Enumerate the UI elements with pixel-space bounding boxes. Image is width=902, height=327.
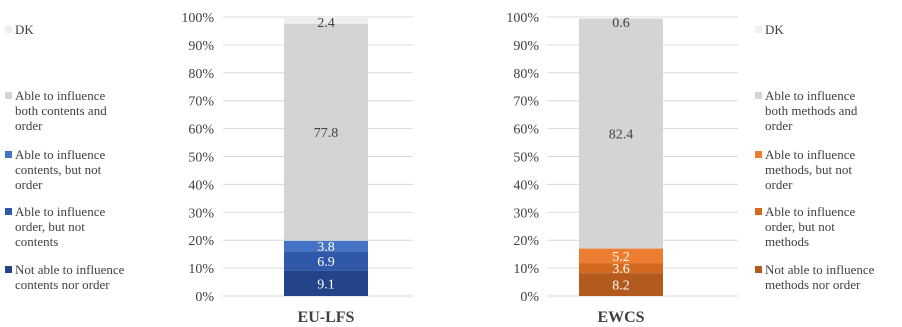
- legend-swatch: [755, 266, 762, 273]
- y-tick-label: 40%: [188, 178, 214, 193]
- data-label: 3.8: [317, 240, 335, 255]
- data-label: 82.4: [609, 128, 634, 143]
- legend-label: Not able to influence contents nor order: [15, 262, 125, 292]
- y-tick-label: 100%: [506, 11, 539, 26]
- bar-segment: [284, 251, 368, 271]
- y-tick-label: 30%: [188, 206, 214, 221]
- legend-swatch: [5, 151, 12, 158]
- legend-label: Able to influence both contents and orde…: [15, 88, 107, 133]
- y-tick-label: 10%: [513, 262, 539, 277]
- legend-label: DK: [765, 22, 784, 37]
- data-label: 2.4: [317, 16, 335, 31]
- chart-eu-lfs: 0% 10% 20% 30% 40% 50% 60% 70% 80% 90% 100% 9.1 6.93…: [181, 11, 413, 326]
- legend-swatch: [755, 26, 762, 33]
- bar-segment: [579, 263, 663, 274]
- legend-swatch: [5, 92, 12, 99]
- y-tick-label: 20%: [513, 234, 539, 249]
- y-tick-label: 20%: [188, 234, 214, 249]
- y-tick-label: 40%: [513, 178, 539, 193]
- y-tick-label: 10%: [188, 262, 214, 277]
- y-tick-label: 0%: [520, 290, 539, 305]
- y-tick-label: 80%: [188, 67, 214, 82]
- legend-swatch: [5, 26, 12, 33]
- category-label: EU-LFS: [298, 309, 355, 326]
- data-label: 5.2: [612, 250, 630, 265]
- legend-swatch: [5, 208, 12, 215]
- chart-ewcs: 0% 10% 20% 30% 40% 50% 60% 70% 80% 90% 100% 8.2 3.65…: [506, 11, 738, 326]
- legend-label: DK: [15, 22, 34, 37]
- legend-label: Able to influence order, but not content…: [15, 204, 106, 249]
- legend-label: Able to influence both methods and order: [765, 88, 858, 133]
- y-tick-label: 30%: [513, 206, 539, 221]
- legend-swatch: [755, 208, 762, 215]
- data-label: 9.1: [317, 277, 335, 292]
- bar-segment: [579, 18, 663, 249]
- bar-segment: [284, 23, 368, 241]
- bar-segment: [284, 270, 368, 296]
- data-label: 77.8: [314, 126, 339, 141]
- data-label: 8.2: [612, 279, 630, 294]
- y-tick-label: 50%: [513, 151, 539, 166]
- bar-segment: [284, 240, 368, 252]
- y-tick-label: 60%: [513, 123, 539, 138]
- y-tick-label: 90%: [188, 39, 214, 54]
- data-label: 3.6: [612, 262, 630, 277]
- bar-segment: [579, 273, 663, 296]
- y-tick-label: 80%: [513, 67, 539, 82]
- bar-segment: [579, 17, 663, 19]
- legend-swatch: [755, 151, 762, 158]
- legend-swatch: [755, 92, 762, 99]
- legend-label: Able to influence methods, but not order: [765, 147, 856, 192]
- y-tick-label: 70%: [188, 95, 214, 110]
- y-tick-label: 60%: [188, 123, 214, 138]
- y-tick-label: 90%: [513, 39, 539, 54]
- y-tick-label: 100%: [181, 11, 214, 26]
- legend-swatch: [5, 266, 12, 273]
- legend-label: Able to influence contents, but not orde…: [15, 147, 106, 192]
- y-tick-label: 70%: [513, 95, 539, 110]
- y-tick-label: 0%: [195, 290, 214, 305]
- y-tick-label: 50%: [188, 151, 214, 166]
- legend-label: Able to influence order, but not methods: [765, 204, 856, 249]
- data-label: 6.9: [317, 255, 335, 270]
- data-label: 0.6: [612, 16, 630, 31]
- bar-segment: [284, 17, 368, 24]
- category-label: EWCS: [597, 309, 644, 326]
- legend-label: Not able to influence methods nor order: [765, 262, 875, 292]
- bar-segment: [579, 248, 663, 264]
